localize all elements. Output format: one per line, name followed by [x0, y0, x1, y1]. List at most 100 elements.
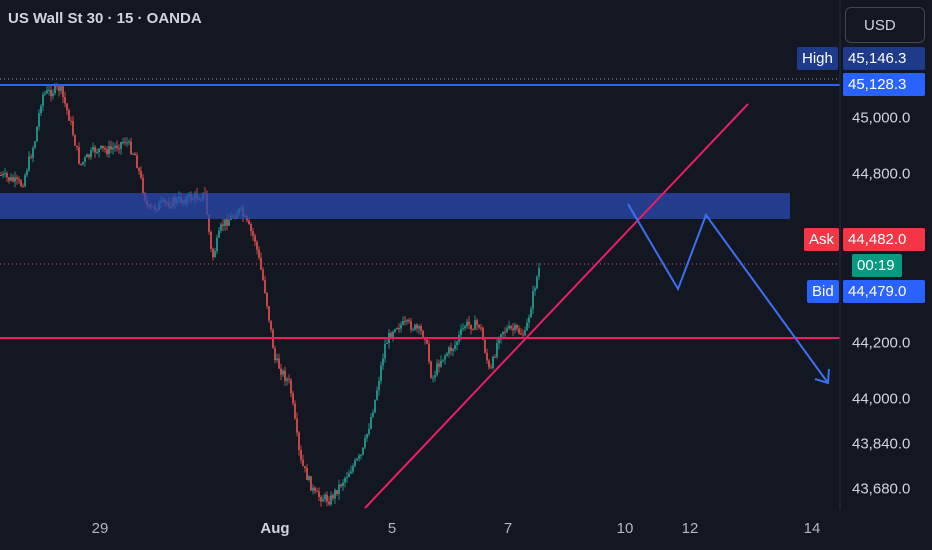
candle-body: [522, 334, 524, 336]
candle-body: [420, 326, 422, 331]
candle-body: [300, 449, 302, 460]
candle-body: [78, 147, 80, 164]
candle-body: [14, 177, 16, 182]
candle-body: [18, 178, 20, 181]
candle-body: [296, 418, 298, 433]
candle-body: [318, 491, 320, 497]
candle-body: [138, 168, 140, 171]
candle-body: [354, 460, 356, 466]
candle-body: [358, 455, 360, 459]
candle-body: [320, 496, 322, 502]
candle-body: [214, 251, 216, 258]
bid-value-tag: 44,479.0: [843, 280, 925, 303]
candle-body: [330, 495, 332, 505]
x-tick-label: 29: [91, 520, 109, 537]
candle-body: [76, 145, 78, 148]
y-tick-label: 43,680.0: [852, 480, 911, 498]
candle-body: [530, 308, 532, 318]
line-value-tag: 45,128.3: [843, 73, 925, 96]
candle-body: [270, 320, 272, 330]
candle-body: [106, 149, 108, 155]
y-tick-label: 44,000.0: [852, 390, 911, 408]
candle-body: [52, 93, 54, 97]
candle-body: [504, 331, 506, 333]
candle-body: [418, 326, 420, 329]
candle-body: [496, 343, 498, 358]
candle-body: [316, 491, 318, 493]
candle-body: [86, 154, 88, 158]
candle-body: [472, 329, 474, 331]
ask-value-tag: 44,482.0: [843, 228, 925, 251]
y-tick-label: 43,840.0: [852, 435, 911, 453]
candle-body: [474, 320, 476, 330]
candle-body: [120, 142, 122, 149]
candle-body: [538, 268, 540, 277]
candle-body: [338, 484, 340, 494]
candle-body: [416, 324, 418, 329]
candle-body: [468, 321, 470, 325]
candle-body: [434, 375, 436, 378]
candle-body: [48, 89, 50, 91]
candle-body: [222, 224, 224, 226]
candle-body: [460, 328, 462, 335]
candle-body: [332, 495, 334, 499]
candle-body: [426, 339, 428, 344]
candle-body: [368, 428, 370, 434]
candle-body: [528, 317, 530, 323]
x-tick-label: 12: [681, 520, 699, 537]
projection-arrowhead: [814, 368, 830, 385]
candle-body: [376, 390, 378, 400]
candle-body: [380, 365, 382, 381]
candle-body: [518, 328, 520, 334]
projection-path: [627, 203, 829, 384]
candle-body: [276, 358, 278, 360]
candle-body: [508, 326, 510, 329]
candle-body: [384, 343, 386, 359]
candle-body: [264, 279, 266, 293]
candle-body: [24, 175, 26, 187]
candle-body: [502, 331, 504, 335]
candle-body: [510, 326, 512, 329]
candle-body: [218, 230, 220, 238]
candle-body: [248, 220, 250, 225]
candle-body: [454, 345, 456, 349]
candle-body: [122, 141, 124, 143]
candle-body: [298, 432, 300, 450]
candle-body: [124, 141, 126, 143]
candle-body: [478, 324, 480, 328]
candle-body: [456, 341, 458, 346]
candle-body: [142, 177, 144, 193]
candle-body: [224, 219, 226, 226]
candle-body: [140, 170, 142, 178]
candle-body: [450, 347, 452, 352]
x-tick-label: 10: [616, 520, 634, 537]
candle-body: [6, 173, 8, 178]
candle-body: [314, 487, 316, 492]
candle-body: [272, 329, 274, 349]
high-value-tag: 45,146.3: [843, 47, 925, 70]
candle-body: [516, 325, 518, 329]
candle-body: [280, 368, 282, 375]
candle-body: [534, 288, 536, 292]
candle-body: [288, 379, 290, 381]
candle-body: [72, 121, 74, 136]
candle-body: [372, 412, 374, 417]
candle-body: [346, 477, 348, 479]
candle-body: [34, 141, 36, 148]
candle-body: [112, 147, 114, 150]
candle-body: [126, 142, 128, 144]
candle-body: [74, 135, 76, 146]
candle-body: [490, 367, 492, 369]
candle-body: [506, 328, 508, 332]
candle-body: [306, 468, 308, 481]
candle-body: [432, 377, 434, 379]
currency-button[interactable]: USD: [845, 7, 925, 43]
candle-body: [132, 153, 134, 155]
candle-body: [228, 219, 230, 226]
candle-body: [438, 363, 440, 367]
candle-body: [220, 224, 222, 231]
candle-body: [38, 113, 40, 127]
candle-body: [476, 320, 478, 325]
candle-body: [100, 145, 102, 149]
